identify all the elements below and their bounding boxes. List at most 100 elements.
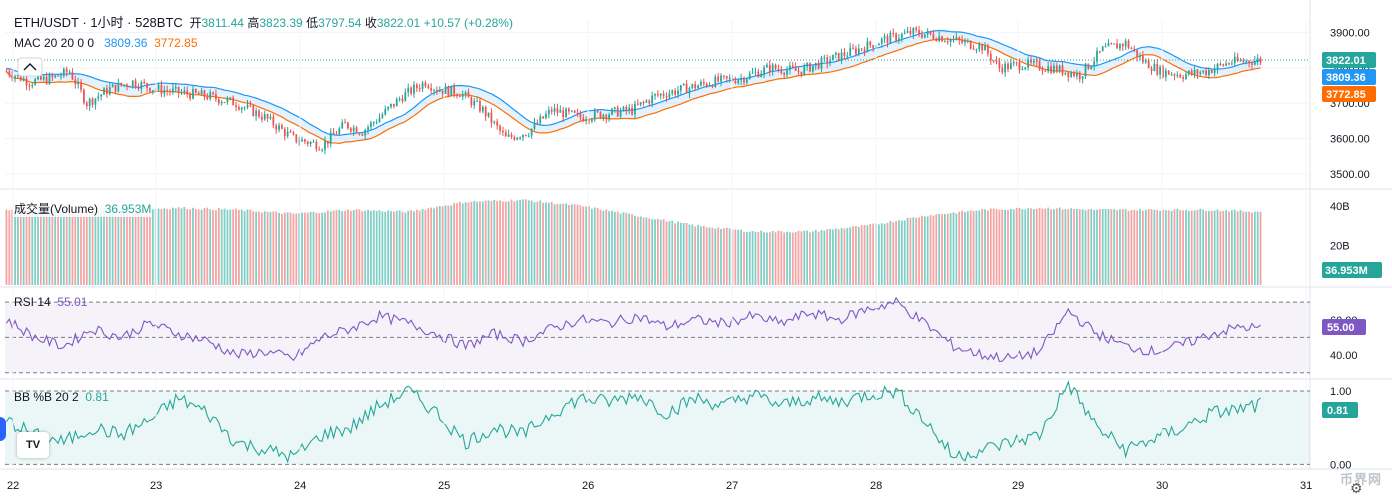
volume-bar (829, 228, 831, 285)
candle-body (194, 89, 197, 93)
candle-body (545, 114, 547, 119)
volume-bar (510, 199, 513, 285)
candle-body (1239, 60, 1242, 62)
candle-body (381, 114, 384, 118)
volume-bar (410, 210, 412, 285)
volume-bar (1116, 210, 1118, 285)
rsi-tick-label: 40.00 (1330, 350, 1358, 362)
candle-body (1236, 56, 1239, 61)
volume-bar (723, 228, 725, 285)
volume-bar (1018, 208, 1021, 285)
volume-bar (375, 210, 378, 285)
candle-body (1067, 72, 1070, 77)
candle-body (338, 128, 341, 135)
candle-body (539, 116, 542, 124)
candle-body (674, 90, 677, 95)
candle-body (628, 107, 631, 111)
candle-body (493, 121, 496, 123)
volume-bar (553, 204, 556, 285)
candle-body (192, 89, 194, 99)
candle-body (1208, 69, 1210, 75)
candle-body (745, 78, 748, 83)
volume-bar (622, 212, 625, 285)
candle-body (619, 110, 622, 117)
lower-band-tag-bg (1322, 85, 1376, 102)
volume-bar (524, 199, 527, 285)
volume-bar (464, 202, 467, 285)
candle-body (955, 37, 958, 40)
volume-bar (748, 231, 751, 285)
candle-body (708, 85, 711, 87)
tradingview-logo[interactable]: TV (17, 432, 49, 458)
volume-bar (547, 202, 550, 285)
volume-bar (436, 206, 438, 285)
candle-body (791, 65, 794, 68)
candle-body (763, 67, 765, 74)
volume-legend[interactable]: 成交量(Volume) 36.953M (14, 200, 152, 217)
volume-bar (413, 211, 415, 285)
open-value: 3811.44 (201, 16, 244, 30)
candle-body (786, 70, 788, 75)
bb-legend[interactable]: BB %B 20 2 0.81 (14, 390, 109, 404)
candle-body (522, 134, 524, 138)
time-tick-label: 29 (1012, 480, 1024, 492)
volume-bar (585, 206, 588, 285)
volume-bar (263, 211, 266, 285)
volume-bar (691, 224, 694, 285)
volume-bar (355, 209, 358, 285)
volume-bar (1185, 209, 1187, 285)
ma-legend[interactable]: MAC 20 20 0 0 3809.36 3772.85 (14, 36, 198, 50)
volume-bar (697, 224, 699, 285)
candle-body (1107, 43, 1110, 47)
candle-body (987, 45, 989, 54)
volume-bar (232, 209, 235, 285)
volume-bar (943, 214, 946, 285)
candle-body (855, 48, 857, 54)
volume-bar (1199, 208, 1202, 285)
candle-body (1055, 65, 1058, 72)
candle-body (941, 36, 943, 42)
candle-body (634, 103, 636, 115)
rsi-legend[interactable]: RSI 14 55.01 (14, 295, 87, 309)
volume-bar (499, 200, 501, 285)
candle-body (556, 108, 559, 113)
candle-body (1225, 63, 1228, 66)
volume-bar (490, 201, 493, 285)
volume-bar (969, 210, 972, 285)
candle-body (25, 78, 28, 86)
volume-legend-label: 成交量(Volume) (14, 202, 99, 216)
volume-bar (358, 209, 361, 285)
candle-body (467, 92, 470, 98)
volume-bar (381, 211, 384, 285)
volume-bar (811, 231, 814, 285)
candle-body (568, 108, 570, 112)
volume-bar (1216, 209, 1219, 285)
volume-bar (301, 212, 303, 285)
candle-body (777, 68, 780, 70)
volume-bar (352, 209, 355, 285)
volume-bar (315, 212, 318, 285)
volume-bar (1242, 211, 1245, 285)
volume-bar (183, 206, 186, 285)
candle-body (961, 39, 963, 43)
candle-body (846, 55, 849, 57)
volume-bar (786, 231, 788, 285)
volume-bar (857, 226, 860, 285)
candle-body (829, 60, 831, 64)
volume-bar (163, 208, 166, 285)
candle-body (1096, 51, 1098, 62)
volume-bar (800, 231, 803, 285)
candle-body (249, 104, 252, 106)
volume-bar (404, 212, 407, 285)
side-toolbar-toggle[interactable] (0, 417, 6, 441)
settings-gear-icon[interactable]: ⚙ (1350, 480, 1363, 496)
candle-body (1058, 65, 1061, 72)
candle-body (1015, 62, 1018, 64)
candle-body (301, 139, 303, 142)
time-tick-label: 30 (1156, 480, 1168, 492)
volume-bar (720, 229, 722, 285)
volume-bar (900, 220, 903, 285)
low-value: 3797.54 (318, 16, 362, 30)
volume-bar (797, 230, 800, 285)
